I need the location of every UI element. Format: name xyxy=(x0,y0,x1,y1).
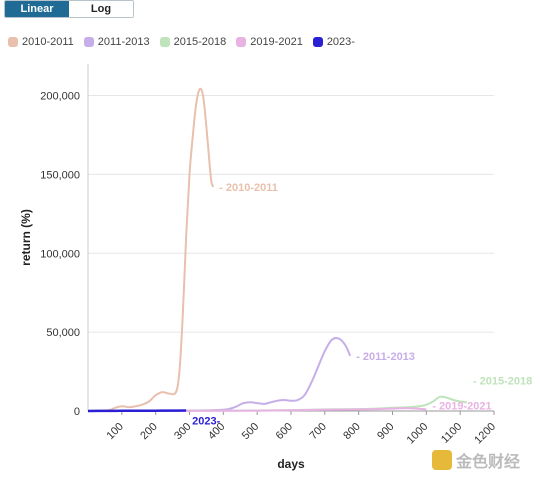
series-end-label: 2023- xyxy=(192,416,220,428)
x-tick-label: 300 xyxy=(172,421,193,442)
series-line-2023 xyxy=(87,409,187,413)
series-line-2011-2013 xyxy=(87,337,352,412)
legend-item-2019-2021[interactable]: 2019-2021 xyxy=(236,36,303,48)
chart-legend: 2010-2011 2011-2013 2015-2018 2019-2021 … xyxy=(8,36,355,48)
x-axis-title: days xyxy=(277,457,305,471)
legend-swatch xyxy=(236,37,247,47)
series-end-label: - 2010-2011 xyxy=(219,182,278,194)
y-tick-label: 0 xyxy=(74,406,80,418)
scale-toggle: Linear Log xyxy=(4,0,134,18)
legend-label: 2010-2011 xyxy=(22,36,74,48)
legend-item-2015-2018[interactable]: 2015-2018 xyxy=(159,36,227,48)
linear-scale-button[interactable]: Linear xyxy=(5,1,69,17)
watermark: 金色财经 xyxy=(432,448,520,472)
watermark-text: 金色财经 xyxy=(456,454,521,471)
y-tick-label: 100,000 xyxy=(40,248,80,260)
x-tick-label: 1100 xyxy=(439,421,464,446)
x-tick-label: 200 xyxy=(138,421,159,442)
legend-swatch xyxy=(159,37,170,47)
series-end-label: - 2019-2021 xyxy=(432,400,491,412)
legend-label: 2015-2018 xyxy=(173,36,227,48)
legend-label: 2011-2013 xyxy=(97,36,150,48)
series-end-label: - 2011-2013 xyxy=(356,351,415,363)
legend-item-2011-2013[interactable]: 2011-2013 xyxy=(83,36,150,48)
x-tick-label: 700 xyxy=(307,421,328,442)
watermark-logo-icon xyxy=(432,450,452,470)
y-tick-label: 200,000 xyxy=(40,91,80,103)
series-line-2019-2021 xyxy=(87,407,427,412)
series-end-label: - 2015-2018 xyxy=(473,375,532,387)
y-tick-label: 150,000 xyxy=(40,169,80,181)
x-tick-label: 800 xyxy=(341,421,362,442)
y-axis-title: return (%) xyxy=(19,209,33,266)
y-tick-label: 50,000 xyxy=(46,327,80,339)
legend-swatch xyxy=(83,37,94,47)
legend-item-2023[interactable]: 2023- xyxy=(312,36,355,48)
x-tick-label: 100 xyxy=(104,421,125,442)
series-line-2010-2011 xyxy=(87,87,215,412)
log-scale-button[interactable]: Log xyxy=(69,1,133,17)
legend-swatch xyxy=(8,37,18,47)
legend-item-2010-2011[interactable]: 2010-2011 xyxy=(8,36,74,48)
legend-swatch xyxy=(312,37,323,47)
legend-label: 2023- xyxy=(326,36,355,48)
x-tick-label: 1200 xyxy=(472,421,498,447)
x-tick-label: 900 xyxy=(375,421,396,442)
x-tick-label: 1000 xyxy=(405,421,431,447)
legend-label: 2019-2021 xyxy=(250,36,303,48)
x-tick-label: 500 xyxy=(240,421,261,442)
x-tick-label: 600 xyxy=(274,421,295,442)
